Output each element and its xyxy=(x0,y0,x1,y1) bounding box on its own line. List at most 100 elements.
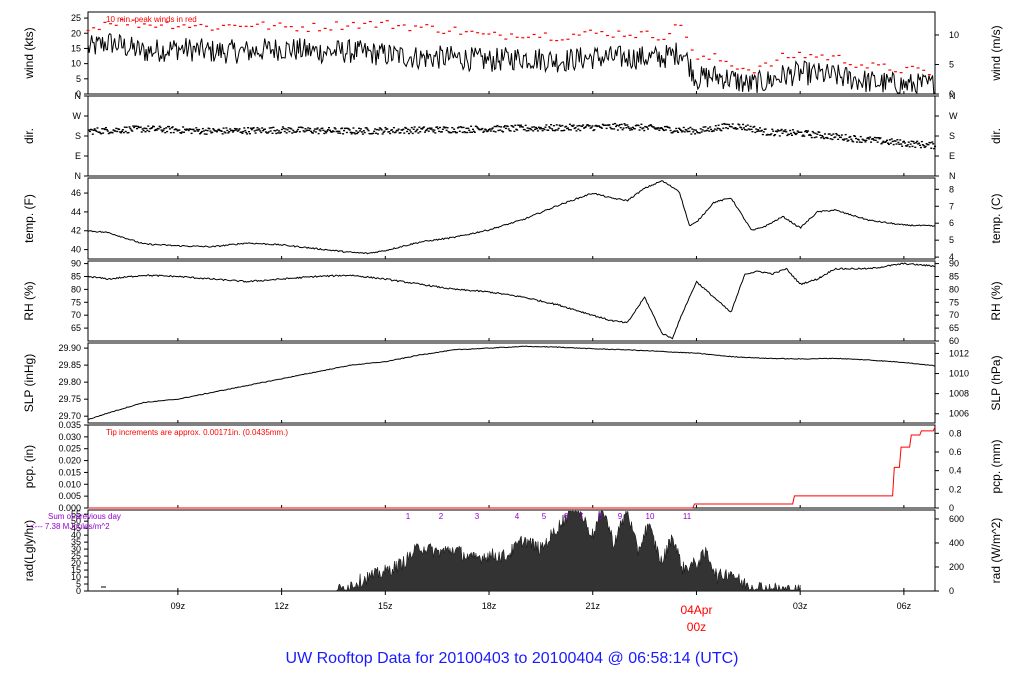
wind-direction-point xyxy=(779,129,782,132)
wind-direction-point xyxy=(247,127,250,129)
temperature-ylabel-right: temp. (C) xyxy=(989,193,1003,243)
wind-direction-point xyxy=(111,132,114,134)
wind-direction-point xyxy=(361,133,364,135)
wind-direction-point xyxy=(213,129,216,131)
wind-direction-point xyxy=(445,129,448,132)
wind-direction-point xyxy=(590,126,593,129)
wind-direction-point xyxy=(168,128,171,130)
wind-direction-point xyxy=(161,130,164,133)
wind-direction-point xyxy=(923,146,926,149)
wind-direction-point xyxy=(796,130,799,132)
wind-direction-point xyxy=(492,130,495,132)
wind-direction-point xyxy=(447,130,450,133)
relative-humidity-left-tick-label: 70 xyxy=(71,310,81,320)
wind-direction-point xyxy=(436,126,439,128)
wind-direction-point xyxy=(90,129,93,131)
wind-direction-point xyxy=(772,130,775,132)
sea-level-pressure-line xyxy=(87,345,936,420)
wind-direction-point xyxy=(756,130,759,133)
wind-direction-point xyxy=(769,134,772,136)
wind-direction-point xyxy=(884,141,887,143)
wind-direction-point xyxy=(254,132,257,134)
sea-level-pressure-left-tick-label: 29.75 xyxy=(58,394,81,404)
wind-direction-point xyxy=(383,130,386,132)
wind-direction-point xyxy=(291,132,294,134)
wind-direction-point xyxy=(519,124,522,126)
wind-direction-point xyxy=(847,139,850,142)
wind-direction-point xyxy=(846,140,849,142)
wind-direction-point xyxy=(717,124,720,126)
wind-direction-point xyxy=(430,127,433,129)
wind-direction-point xyxy=(699,128,702,130)
wind-direction-point xyxy=(260,131,263,134)
wind-direction-point xyxy=(521,126,524,128)
wind-direction-point xyxy=(204,129,207,131)
wind-direction-point xyxy=(418,126,421,128)
wind-direction-point xyxy=(872,139,875,141)
wind-direction-point xyxy=(631,126,634,129)
wind-direction-point xyxy=(337,132,340,134)
wind-direction-point xyxy=(428,127,431,129)
x-axis-tick-label: 09z xyxy=(171,601,186,611)
wind-direction-point xyxy=(215,130,218,132)
temperature-left-tick-label: 40 xyxy=(71,245,81,255)
wind-direction-point xyxy=(211,131,214,134)
wind-direction-point xyxy=(814,132,817,135)
wind-direction-point xyxy=(878,138,881,140)
wind-direction-point xyxy=(422,127,425,129)
wind-direction-point xyxy=(748,128,751,131)
wind-direction-point xyxy=(570,124,573,127)
wind-direction-point xyxy=(621,128,624,131)
wind-direction-point xyxy=(649,124,652,126)
hour-marker-label: 7 xyxy=(579,512,584,521)
wind-direction-point xyxy=(548,126,551,128)
wind-direction-point xyxy=(731,123,734,125)
hour-marker-label: 10 xyxy=(646,512,655,521)
solar-radiation-right-tick-label: 0 xyxy=(949,586,954,596)
wind-direction-point xyxy=(592,129,595,132)
wind-direction-point xyxy=(716,127,719,129)
wind-direction-point xyxy=(407,132,410,135)
wind-direction-point xyxy=(128,126,131,128)
wind-direction-point xyxy=(616,129,619,131)
relative-humidity-right-tick-label: 90 xyxy=(949,259,959,269)
wind-direction-point xyxy=(837,138,840,141)
wind-direction-point xyxy=(423,126,426,128)
wind-direction-point xyxy=(287,127,290,129)
wind-direction-point xyxy=(669,129,672,132)
wind-direction-point xyxy=(92,129,95,132)
wind-direction-point xyxy=(384,126,387,129)
solar-radiation-right-tick-label: 600 xyxy=(949,514,964,524)
direction-right-tick-label: N xyxy=(949,91,956,101)
wind-direction-point xyxy=(680,131,683,133)
wind-direction-point xyxy=(816,133,819,135)
wind-direction-point xyxy=(689,126,692,129)
wind-direction-point xyxy=(290,128,293,130)
wind-direction-point xyxy=(481,127,484,130)
wind-direction-point xyxy=(189,128,192,131)
wind-direction-point xyxy=(261,127,264,129)
wind-ylabel-right: wind (m/s) xyxy=(989,25,1003,81)
wind-direction-point xyxy=(236,130,239,132)
direction-left-tick-label: N xyxy=(75,91,82,101)
wind-direction-point xyxy=(609,126,612,129)
wind-direction-point xyxy=(407,128,410,131)
wind-direction-point xyxy=(793,132,796,135)
wind-direction-point xyxy=(457,126,460,128)
precipitation-ylabel-left: pcp. (in) xyxy=(22,445,36,488)
wind-direction-point xyxy=(530,128,533,131)
wind-direction-point xyxy=(850,138,853,140)
wind-direction-point xyxy=(343,129,346,132)
relative-humidity-left-tick-label: 85 xyxy=(71,271,81,281)
wind-direction-point xyxy=(276,129,279,131)
wind-direction-point xyxy=(327,129,330,131)
wind-direction-point xyxy=(454,130,457,133)
wind-direction-point xyxy=(180,132,183,134)
wind-direction-point xyxy=(406,130,409,133)
wind-direction-point xyxy=(536,130,539,132)
wind-direction-point xyxy=(263,128,266,130)
relative-humidity-right-tick-label: 85 xyxy=(949,271,959,281)
wind-direction-point xyxy=(707,127,710,129)
wind-direction-point xyxy=(921,144,924,146)
sea-level-pressure-right-tick-label: 1012 xyxy=(949,348,969,358)
